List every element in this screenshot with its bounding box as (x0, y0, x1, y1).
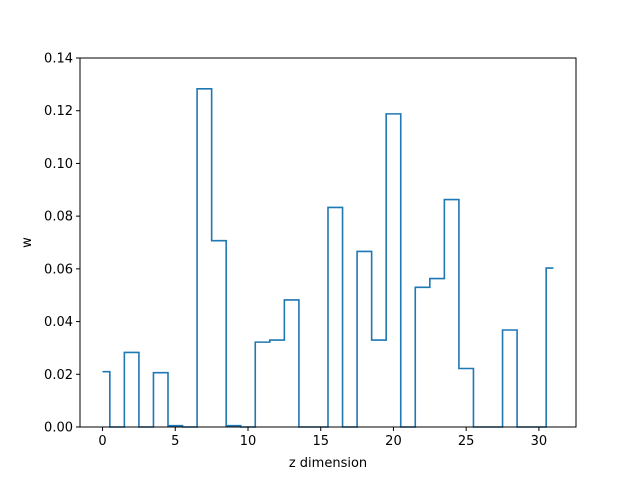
axes-frame (79, 57, 577, 428)
y-tick-label: 0.04 (44, 315, 73, 330)
y-tick-label: 0.02 (44, 368, 73, 383)
x-tick-label: 25 (458, 434, 475, 449)
x-axis-label: z dimension (289, 456, 367, 471)
x-axis: 0 5 10 15 20 25 30 (98, 427, 547, 449)
y-tick-label: 0.14 (44, 52, 73, 67)
x-tick-label: 10 (240, 434, 257, 449)
x-tick-label: 15 (312, 434, 329, 449)
y-axis: 0.00 0.02 0.04 0.06 0.08 0.10 0.12 0.14 (44, 52, 80, 436)
y-axis-label: w (20, 237, 35, 248)
x-tick-label: 30 (531, 434, 548, 449)
y-tick-label: 0.00 (44, 421, 73, 436)
x-tick-label: 0 (98, 434, 106, 449)
x-tick-label: 20 (385, 434, 402, 449)
y-tick-label: 0.10 (44, 157, 73, 172)
x-tick-label: 5 (171, 434, 179, 449)
y-tick-label: 0.06 (44, 262, 73, 277)
y-tick-label: 0.12 (44, 104, 73, 119)
y-tick-label: 0.08 (44, 210, 73, 225)
